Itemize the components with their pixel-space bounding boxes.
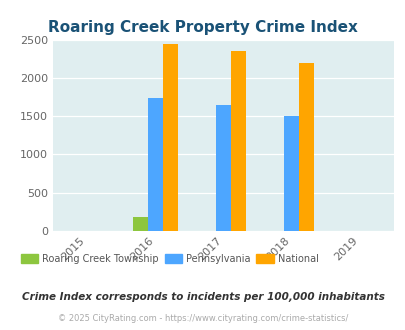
Bar [230, 51, 245, 231]
Text: Crime Index corresponds to incidents per 100,000 inhabitants: Crime Index corresponds to incidents per… [21, 292, 384, 302]
Text: Roaring Creek Property Crime Index: Roaring Creek Property Crime Index [48, 20, 357, 35]
Text: © 2025 CityRating.com - https://www.cityrating.com/crime-statistics/: © 2025 CityRating.com - https://www.city… [58, 314, 347, 323]
Bar [132, 217, 147, 231]
Legend: Roaring Creek Township, Pennsylvania, National: Roaring Creek Township, Pennsylvania, Na… [17, 249, 322, 267]
Bar [147, 98, 162, 231]
Bar [298, 63, 313, 231]
Bar [215, 105, 230, 231]
Bar [162, 44, 177, 231]
Bar [284, 116, 298, 231]
